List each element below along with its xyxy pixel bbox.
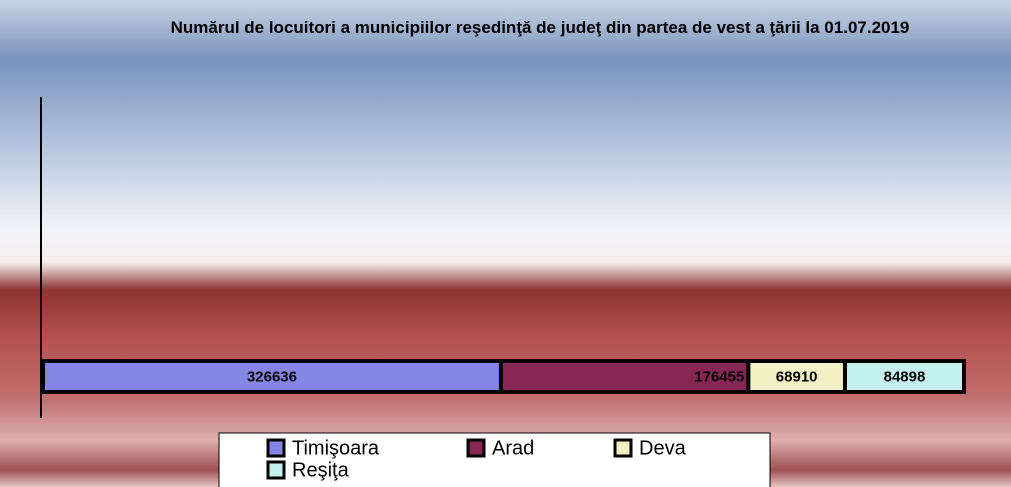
legend-swatch xyxy=(466,438,486,458)
legend-label: Arad xyxy=(492,437,534,459)
legend-swatch xyxy=(266,460,286,480)
legend-box xyxy=(218,432,771,487)
data-label: 176455 xyxy=(694,368,744,385)
legend-label: Timişoara xyxy=(292,437,380,459)
legend-label: Deva xyxy=(639,437,687,459)
data-label: 68910 xyxy=(776,368,818,385)
data-label: 84898 xyxy=(884,368,926,385)
data-label: 326636 xyxy=(247,368,297,385)
bar-segment xyxy=(842,359,966,394)
chart-title: Numărul de locuitori a municipiilor reşe… xyxy=(170,18,910,37)
legend-swatch xyxy=(266,438,286,458)
legend-swatch xyxy=(613,438,633,458)
bar-segment xyxy=(498,359,751,394)
legend-label: Reşiţa xyxy=(292,459,350,481)
